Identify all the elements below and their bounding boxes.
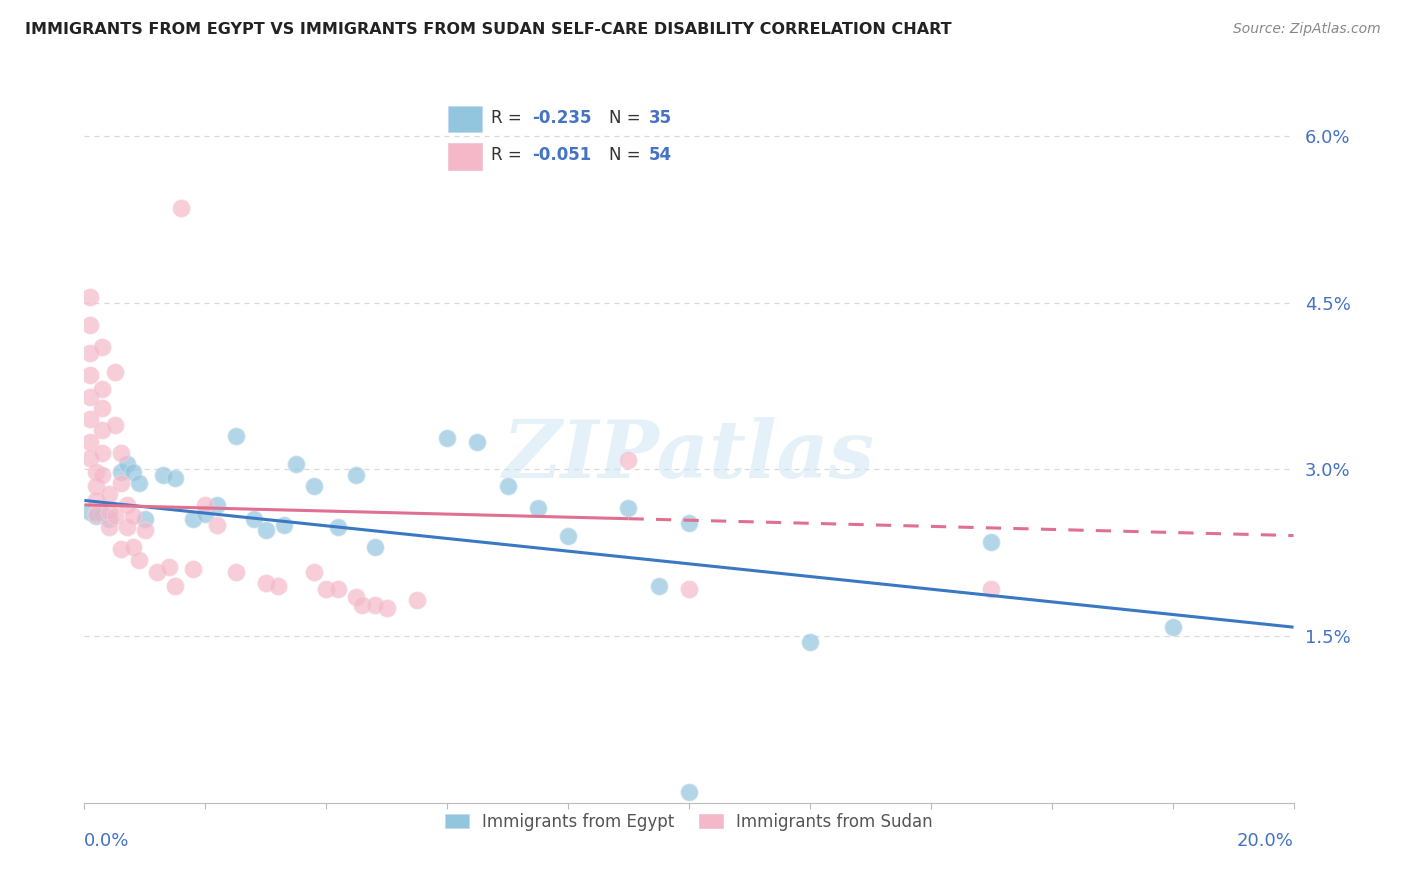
Point (980, 534, 1002, 549)
Point (146, 565, 169, 579)
Point (678, 785, 700, 799)
Point (110, 475, 132, 490)
Point (91, 467, 114, 482)
Point (79, 290, 101, 304)
Point (617, 501, 640, 516)
Point (436, 431, 458, 445)
Point (79, 505, 101, 519)
Point (128, 553, 150, 567)
Text: Source: ZipAtlas.com: Source: ZipAtlas.com (1233, 22, 1381, 37)
Point (1161, 620, 1184, 634)
Point (980, 582, 1002, 597)
Point (91, 424, 114, 438)
Point (207, 517, 229, 532)
Point (91, 507, 114, 521)
Point (79, 318, 101, 332)
Point (267, 579, 290, 593)
Point (121, 465, 143, 479)
Point (346, 467, 368, 482)
Point (79, 434, 101, 449)
Point (225, 565, 247, 579)
Point (91, 382, 114, 396)
Point (648, 579, 671, 593)
Point (91, 445, 114, 459)
Point (242, 512, 264, 526)
Point (363, 598, 385, 612)
Point (165, 471, 187, 485)
Point (79, 345, 101, 359)
Point (406, 593, 429, 607)
Point (194, 498, 217, 512)
Text: IMMIGRANTS FROM EGYPT VS IMMIGRANTS FROM SUDAN SELF-CARE DISABILITY CORRELATION : IMMIGRANTS FROM EGYPT VS IMMIGRANTS FROM… (25, 22, 952, 37)
Point (128, 475, 150, 490)
Point (557, 529, 579, 543)
Point (110, 465, 132, 479)
Point (134, 512, 156, 526)
Point (678, 582, 700, 597)
Point (181, 562, 204, 576)
Point (91, 340, 114, 354)
Point (86, 507, 108, 521)
Point (302, 479, 325, 493)
Point (152, 467, 174, 482)
Point (104, 364, 127, 378)
Point (302, 565, 325, 579)
Point (115, 457, 138, 471)
Point (79, 390, 101, 404)
Point (678, 516, 700, 530)
Point (799, 634, 821, 648)
Point (496, 479, 519, 493)
Point (134, 524, 156, 538)
Point (254, 524, 277, 538)
Point (121, 508, 143, 523)
Point (91, 401, 114, 416)
Point (97, 487, 120, 501)
Point (79, 412, 101, 426)
Point (79, 451, 101, 466)
Point (346, 590, 368, 604)
Point (121, 540, 143, 554)
Point (467, 434, 489, 449)
Point (110, 542, 132, 557)
Point (157, 560, 180, 574)
Text: ZIPatlas: ZIPatlas (503, 417, 875, 495)
Point (352, 598, 374, 612)
Point (165, 579, 187, 593)
Point (110, 445, 132, 459)
Point (328, 582, 350, 597)
Point (328, 520, 350, 534)
Point (254, 575, 277, 590)
Point (86, 508, 108, 523)
Text: 0.0%: 0.0% (84, 831, 129, 850)
Point (97, 505, 120, 519)
Point (225, 429, 247, 443)
Point (273, 517, 295, 532)
Point (86, 479, 108, 493)
Point (97, 520, 120, 534)
Point (181, 512, 204, 526)
Point (86, 493, 108, 508)
Point (86, 465, 108, 479)
Point (104, 417, 127, 432)
Point (363, 540, 385, 554)
Point (315, 582, 337, 597)
Point (375, 601, 398, 615)
Point (79, 368, 101, 382)
Point (207, 498, 229, 512)
Point (617, 453, 640, 467)
Point (285, 457, 308, 471)
Point (97, 512, 120, 526)
Point (194, 507, 217, 521)
Point (170, 201, 193, 215)
Legend: Immigrants from Egypt, Immigrants from Sudan: Immigrants from Egypt, Immigrants from S… (439, 806, 939, 838)
Point (527, 501, 550, 516)
Point (115, 498, 138, 512)
Text: 20.0%: 20.0% (1237, 831, 1294, 850)
Point (115, 520, 138, 534)
Point (104, 508, 127, 523)
